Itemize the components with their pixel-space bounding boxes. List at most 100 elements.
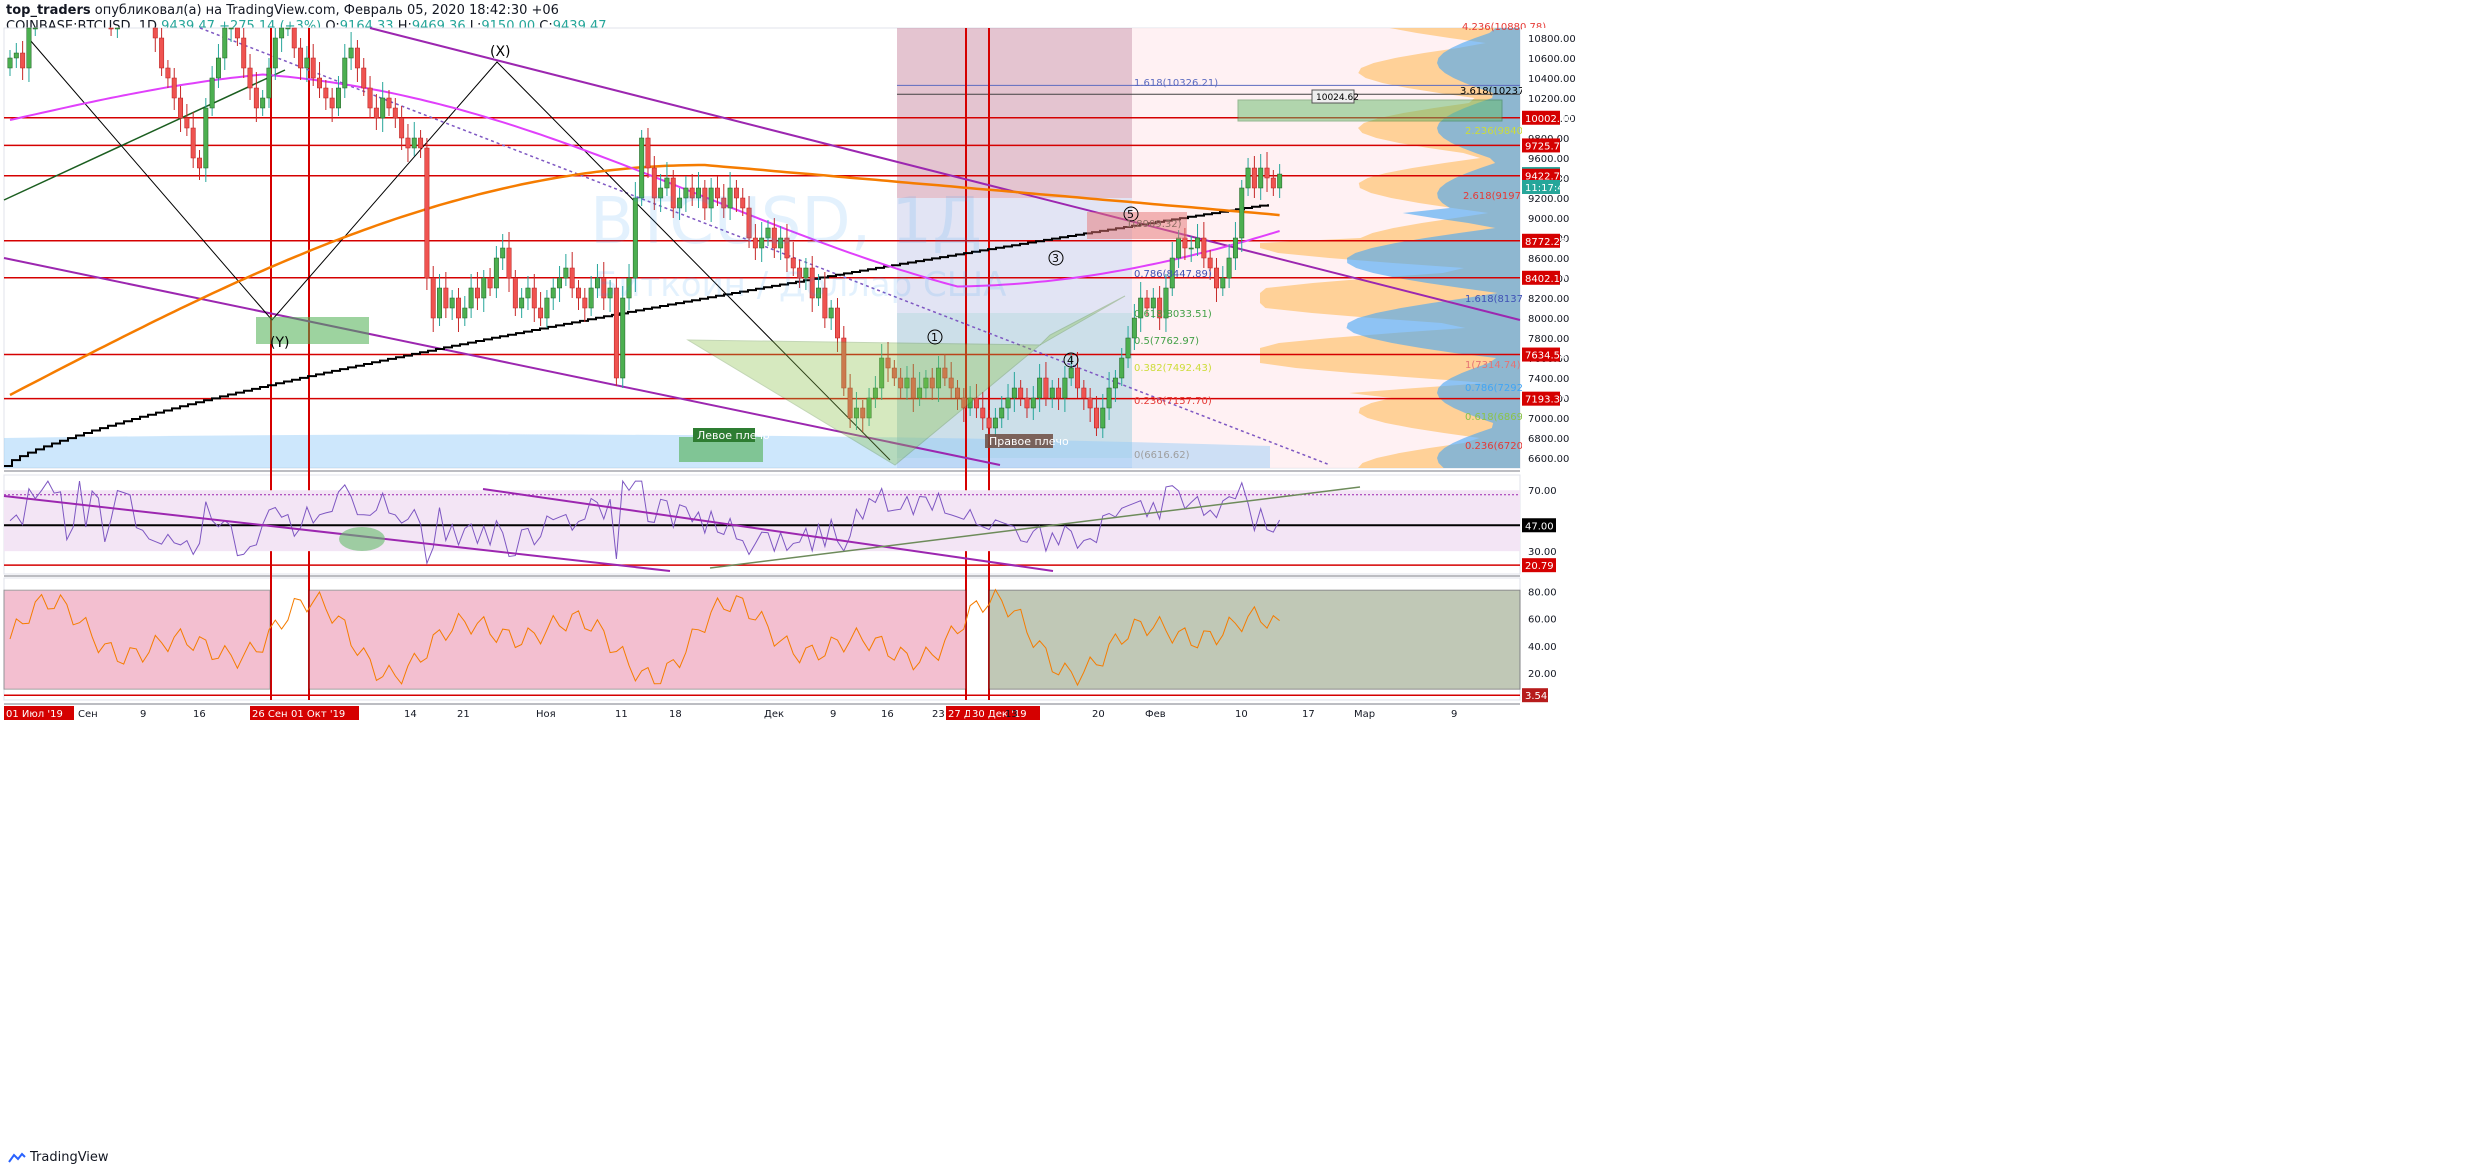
price-level-label: 8772.29 [1525,237,1566,248]
fib-label: 1.618(8137.57) [1465,294,1543,305]
author-name[interactable]: top_traders [6,3,91,18]
candle [500,247,506,259]
candle [234,27,240,39]
candle [215,57,221,79]
candle [986,417,992,429]
candle [765,227,771,239]
candle [1062,377,1068,399]
candle [822,287,828,319]
candle [1043,377,1049,399]
candle [392,107,398,119]
candle [424,147,430,279]
candle [411,137,417,149]
candle [1226,257,1232,279]
demand-zone-box [256,317,369,344]
candle [1037,377,1043,399]
candle [203,107,209,169]
rsi-level-label: 20.79 [1525,561,1554,572]
candle [1239,187,1245,239]
candle [569,267,575,289]
candle [910,377,916,399]
candle [1220,277,1226,289]
candle [683,187,689,199]
candle [184,117,190,129]
candle [929,377,935,389]
rsi-line [9,479,1281,566]
candle [512,277,518,309]
wave-count-circle [1063,352,1079,368]
candle [727,187,733,209]
harmonic-triangle [686,339,1042,466]
candle [209,77,215,109]
price-tick: 6800.00 [1528,434,1569,445]
rsi-trend-green [709,486,1361,569]
candle [1188,247,1194,250]
fib-label: 0.236(7157.70) [1134,396,1212,407]
osc-tick: 60.00 [1528,615,1557,626]
candle [613,287,619,379]
candle [594,277,600,289]
candle [1258,167,1264,189]
candle [651,167,657,199]
candle [247,67,253,89]
rsi-band [4,490,1520,552]
candle [361,67,367,89]
candle [462,307,468,319]
time-tick: 9 [140,709,146,720]
candle [645,137,651,169]
candle [260,97,266,109]
price-tick: 7400.00 [1528,374,1569,385]
annotation-y-label: (Y) [270,335,289,351]
candle [152,27,158,39]
osc-zone-pink [308,589,967,690]
osc-zone-pink [3,589,271,690]
price-tick: 10800.00 [1528,34,1576,45]
candle [487,277,493,289]
candle [885,357,891,369]
rsi-level-label: 47.00 [1525,521,1554,532]
price-callout-label: 10024.62 [1316,93,1359,103]
candle [784,237,790,259]
candle [1163,287,1169,319]
rsi-highlight [339,527,385,551]
time-tick: 21 [457,709,470,720]
price-tick: 7800.00 [1528,334,1569,345]
candle [171,77,177,99]
candle [1075,367,1080,389]
candle [658,187,664,199]
candle [336,87,341,109]
time-tick: 13 [1005,709,1018,720]
candle [449,297,455,309]
fib-zone-red [897,28,1132,198]
candle [670,177,676,209]
candle [942,367,948,379]
osc-zone-olive [988,589,1521,690]
osc-level-label: 3.54 [1525,691,1547,702]
candle [1169,257,1175,289]
candle [1157,297,1163,319]
trend-line-resistance [369,27,1521,321]
candle [310,57,316,79]
fib-label: 0.786(8447.89) [1134,269,1212,280]
candle [582,297,588,309]
candle [1068,367,1074,379]
countdown-tag [1522,180,1560,194]
candle [354,47,360,69]
candle [961,397,967,409]
candle [380,97,386,119]
candle [1030,397,1036,409]
candle [664,177,670,189]
candle [1277,173,1283,189]
fib-label: 1(7314.74) [1465,360,1521,371]
candle [108,27,114,30]
rsi-level-tag [1522,558,1556,573]
brand-label[interactable]: TradingView [30,1150,109,1165]
watermark-symbol: BTCUSD, 1Д [590,185,982,259]
candle [620,297,626,379]
candle [999,407,1005,419]
header-line-1: top_traders опубликовал(а) на TradingVie… [6,3,559,18]
candle [1024,397,1030,409]
candle [702,187,708,209]
price-level-label: 8402.17 [1525,274,1566,285]
